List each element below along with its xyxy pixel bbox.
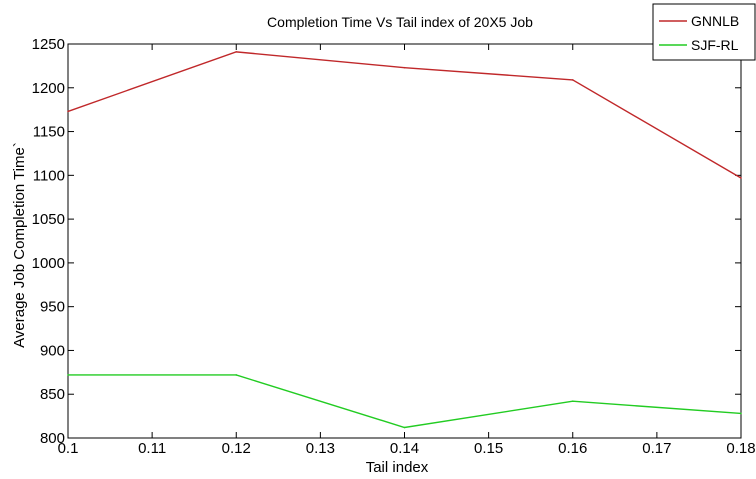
x-tick-label: 0.11 xyxy=(138,440,166,457)
legend: GNNLB SJF-RL xyxy=(652,3,756,61)
axes xyxy=(67,43,742,439)
data-point-sjf-rl xyxy=(235,374,238,376)
y-tick-label: 1200 xyxy=(32,80,65,97)
y-tick-label: 1000 xyxy=(32,255,65,272)
legend-label-gnnlb: GNNLB xyxy=(691,13,739,29)
data-point-sjf-rl xyxy=(571,400,574,403)
data-point-gnnlb xyxy=(235,51,238,53)
data-point-sjf-rl xyxy=(740,412,742,415)
series-line-sjf-rl xyxy=(68,374,742,429)
y-tick-label: 1100 xyxy=(33,167,65,184)
x-tick-label: 0.18 xyxy=(726,440,755,457)
data-point-gnnlb xyxy=(571,79,574,81)
data-point-gnnlb xyxy=(740,177,742,179)
x-tick-label: 0.16 xyxy=(558,440,587,457)
y-tick-label: 800 xyxy=(40,430,65,447)
ticks: 0.1 0.11 0.12 0.13 0.14 0.15 0.16 0.17 0.18 800 85… xyxy=(32,36,756,457)
y-tick-label: 900 xyxy=(40,342,65,359)
x-tick-label: 0.12 xyxy=(222,440,251,457)
legend-label-sjf-rl: SJF-RL xyxy=(691,37,739,53)
y-tick-label: 850 xyxy=(40,386,65,403)
series-lines xyxy=(67,51,742,429)
data-point-sjf-rl xyxy=(67,374,69,376)
y-tick-label: 950 xyxy=(40,299,65,316)
data-point-sjf-rl xyxy=(403,426,406,429)
series-line-gnnlb xyxy=(67,51,742,179)
y-axis-title: Average Job Completion Time` xyxy=(11,142,28,348)
chart-title: Completion Time Vs Tail index of 20X5 Jo… xyxy=(267,14,533,30)
x-tick-label: 0.14 xyxy=(390,440,419,457)
y-tick-label: 1050 xyxy=(32,211,65,228)
data-point-gnnlb xyxy=(403,66,406,69)
x-axis-title: Tail index xyxy=(366,459,429,476)
y-tick-label: 1150 xyxy=(33,124,65,141)
x-tick-label: 0.15 xyxy=(474,440,503,457)
x-tick-label: 0.17 xyxy=(642,440,671,457)
x-tick-label: 0.1 xyxy=(58,440,79,457)
plot-frame xyxy=(67,43,742,439)
y-tick-label: 1250 xyxy=(32,36,65,53)
legend-box xyxy=(652,3,756,61)
data-point-gnnlb xyxy=(67,110,69,113)
x-tick-label: 0.13 xyxy=(306,440,335,457)
